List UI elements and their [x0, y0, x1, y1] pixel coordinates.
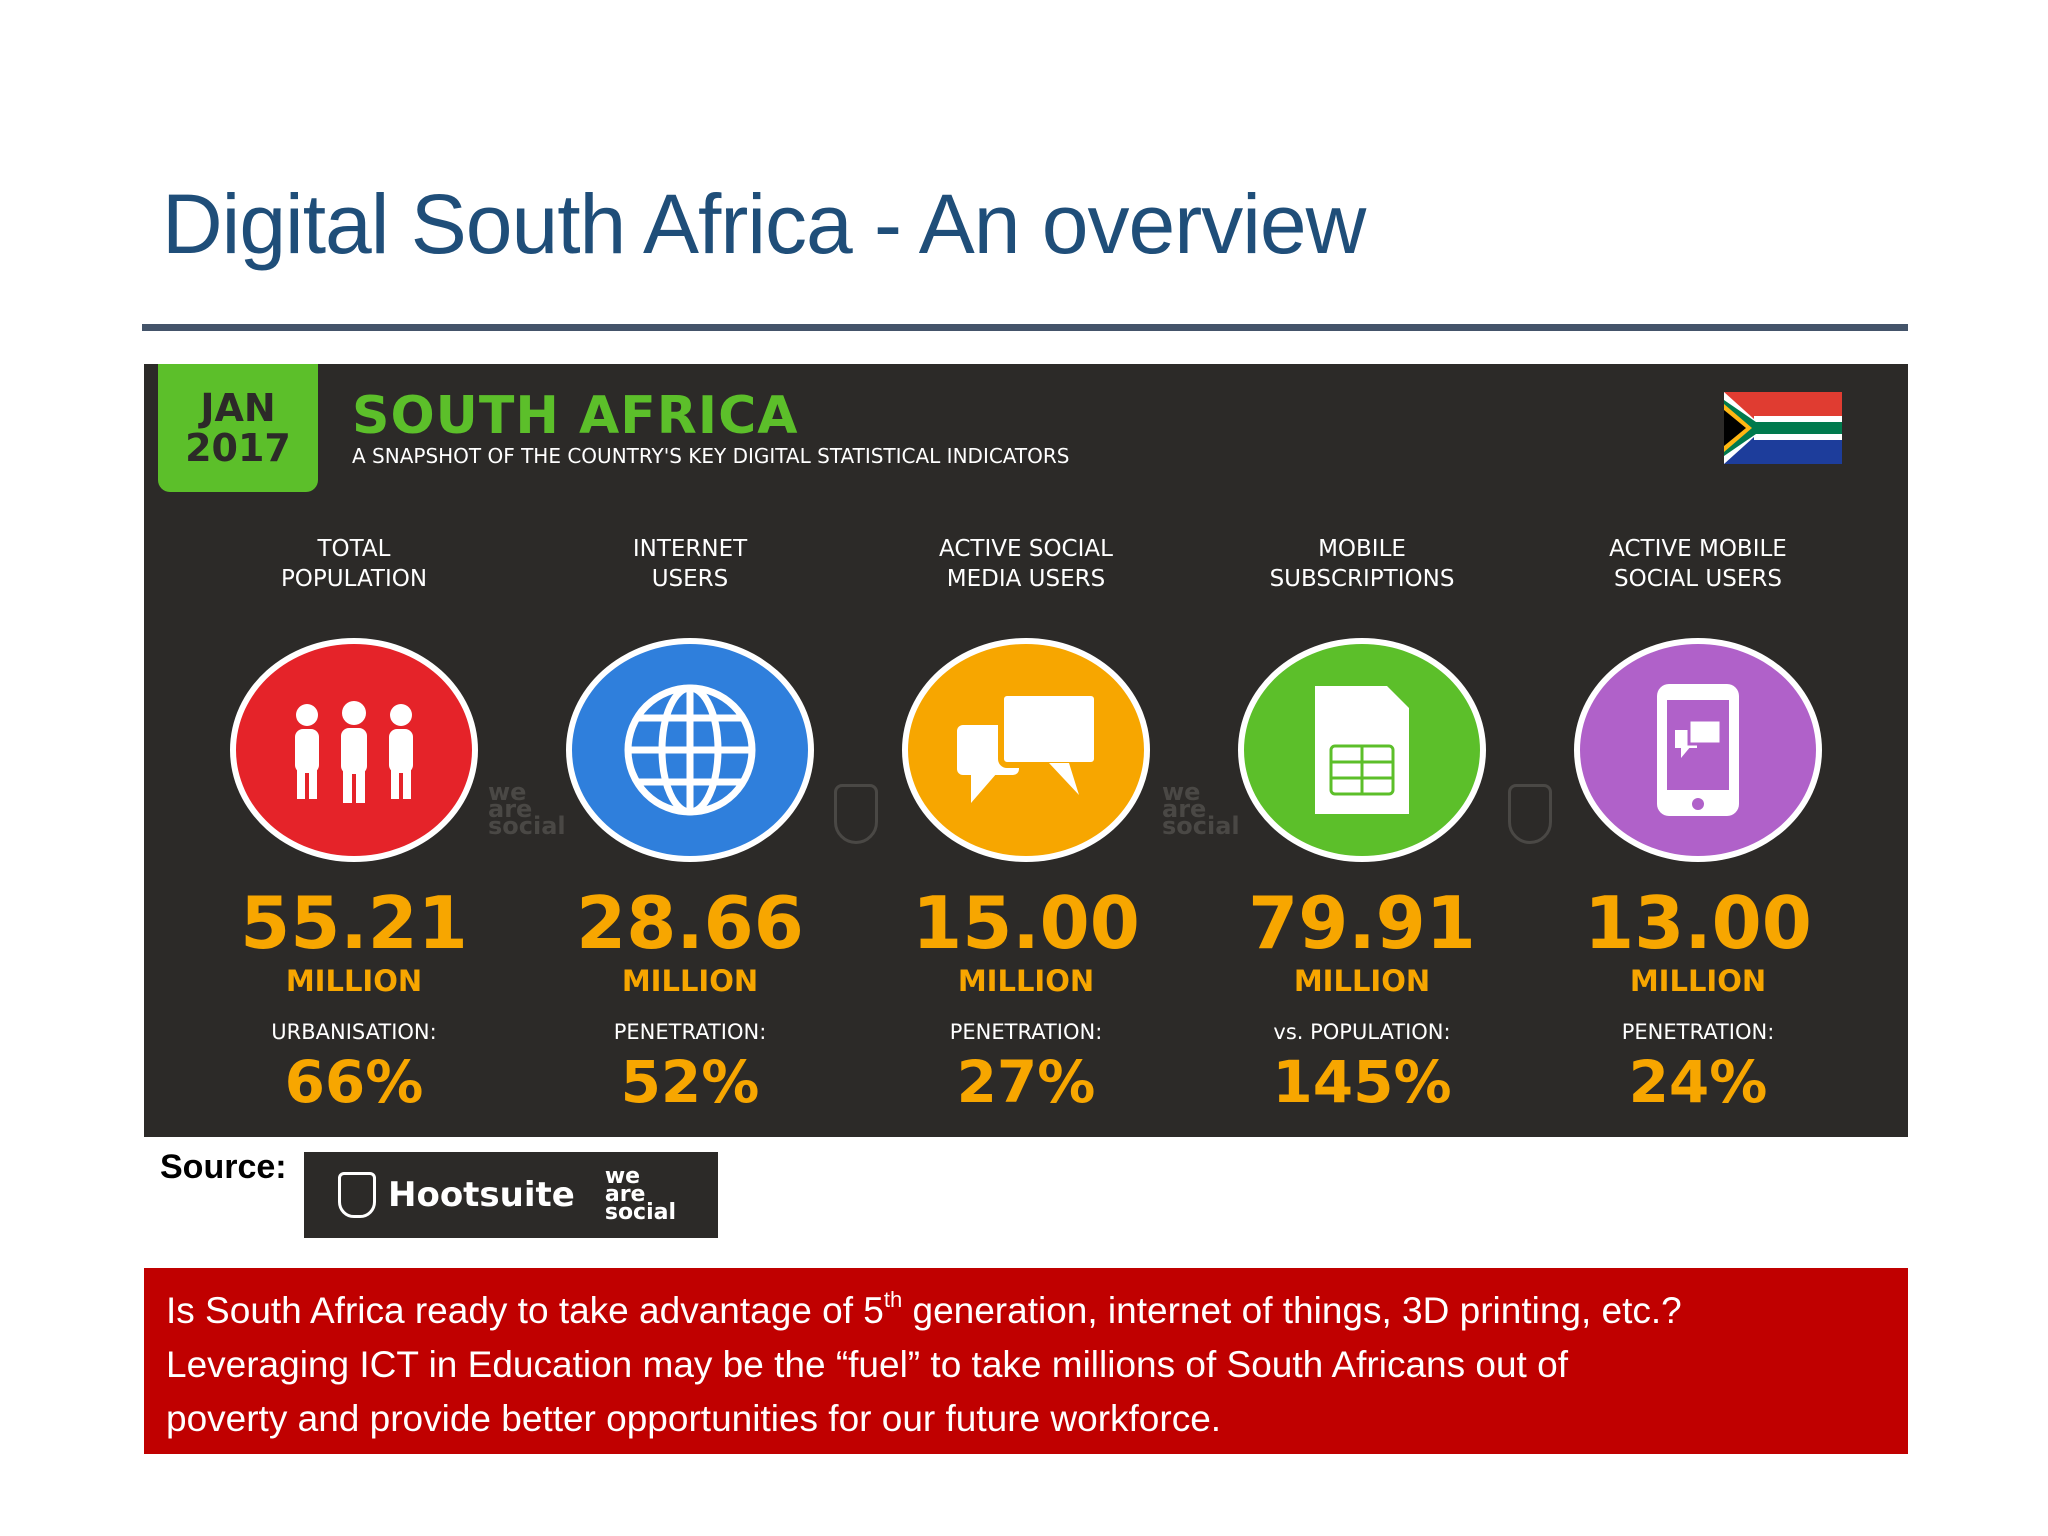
title-divider	[142, 324, 1908, 331]
we-are-social-logo: we are social	[604, 1164, 677, 1225]
hootsuite-owl-watermark	[1508, 784, 1552, 844]
stat-percentage: 24%	[1628, 1048, 1768, 1116]
stat-unit: MILLION	[285, 964, 423, 998]
stat-sublabel: vs. POPULATION:	[1273, 1020, 1451, 1044]
stat-label: ACTIVE SOCIAL MEDIA USERS	[939, 536, 1113, 592]
stat-percentage: 145%	[1272, 1048, 1452, 1116]
callout-box: Is South Africa ready to take advantage …	[144, 1268, 1908, 1454]
stat-value: 55.21	[240, 881, 468, 965]
stat-unit: MILLION	[621, 964, 759, 998]
stat-total-population: TOTAL POPULATION 55.21 MILLION URBANISAT…	[186, 534, 522, 1116]
stat-internet-users: INTERNET USERS 28.66 MILLION PENETRATION…	[522, 534, 858, 1116]
stat-value: 15.00	[912, 881, 1140, 965]
stat-value: 28.66	[576, 881, 804, 965]
infographic-panel: JAN 2017 SOUTH AFRICA A SNAPSHOT OF THE …	[144, 364, 1908, 1137]
chat-bubbles-icon	[902, 638, 1150, 862]
stat-percentage: 52%	[620, 1048, 760, 1116]
stat-mobile-subscriptions: MOBILE SUBSCRIPTIONS 79.91 MILLION vs. P…	[1194, 534, 1530, 1116]
slide-title: Digital South Africa - An overview	[162, 177, 1366, 271]
stat-sublabel: URBANISATION:	[271, 1020, 437, 1044]
stat-label: TOTAL POPULATION	[280, 536, 428, 592]
date-year: 2017	[185, 426, 291, 470]
people-icon	[230, 638, 478, 862]
stat-value: 13.00	[1584, 881, 1812, 965]
country-title: SOUTH AFRICA	[352, 386, 799, 446]
stat-label: ACTIVE MOBILE SOCIAL USERS	[1609, 536, 1787, 592]
callout-line-3: poverty and provide better opportunities…	[166, 1398, 1222, 1439]
stat-label: MOBILE SUBSCRIPTIONS	[1269, 536, 1455, 592]
stat-active-social-users: ACTIVE SOCIAL MEDIA USERS 15.00 MILLION …	[858, 534, 1194, 1116]
stat-sublabel: PENETRATION:	[613, 1020, 767, 1044]
mobile-chat-icon	[1574, 638, 1822, 862]
callout-line-1: Is South Africa ready to take advantage …	[166, 1287, 1682, 1332]
stat-percentage: 66%	[284, 1048, 424, 1116]
stat-unit: MILLION	[957, 964, 1095, 998]
we-are-social-watermark: we are social	[488, 778, 566, 840]
stat-active-mobile-social-users: ACTIVE MOBILE SOCIAL USERS 13.00 MILLION…	[1530, 534, 1866, 1116]
callout-line-2: Leveraging ICT in Education may be the “…	[166, 1344, 1568, 1385]
hootsuite-owl-watermark	[834, 784, 878, 844]
sim-card-icon	[1238, 638, 1486, 862]
country-subtitle: A SNAPSHOT OF THE COUNTRY'S KEY DIGITAL …	[352, 444, 1070, 468]
stat-unit: MILLION	[1293, 964, 1431, 998]
stat-percentage: 27%	[956, 1048, 1096, 1116]
source-logo: Hootsuite we are social	[304, 1152, 718, 1238]
stat-value: 79.91	[1248, 881, 1476, 965]
globe-icon	[566, 638, 814, 862]
south-africa-flag-icon	[1724, 392, 1842, 464]
hootsuite-owl-icon	[338, 1172, 376, 1218]
source-label: Source:	[160, 1148, 287, 1186]
date-month: JAN	[200, 386, 276, 430]
stat-unit: MILLION	[1629, 964, 1767, 998]
stat-sublabel: PENETRATION:	[1621, 1020, 1775, 1044]
date-badge: JAN 2017	[158, 364, 318, 492]
stat-sublabel: PENETRATION:	[949, 1020, 1103, 1044]
we-are-social-watermark: we are social	[1162, 778, 1240, 840]
hootsuite-logo-text: Hootsuite	[388, 1175, 575, 1215]
stat-label: INTERNET USERS	[632, 536, 748, 592]
